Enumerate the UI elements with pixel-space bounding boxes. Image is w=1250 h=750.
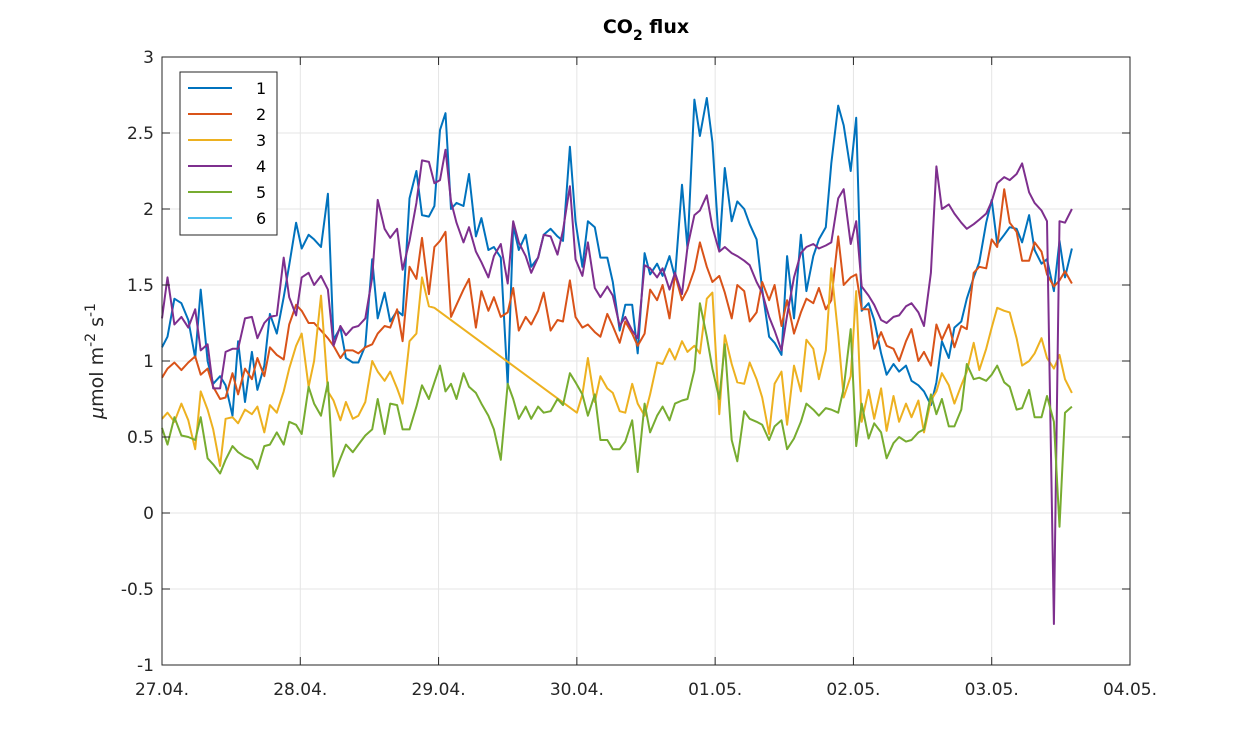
y-axis-label-mu: μ — [86, 407, 108, 420]
legend-label-3: 3 — [256, 131, 266, 150]
y-axis-label: μmol m-2 s-1 — [83, 303, 108, 420]
legend-label-5: 5 — [256, 183, 266, 202]
y-tick-label: 0.5 — [127, 428, 154, 448]
chart-title-main: CO — [603, 16, 633, 38]
y-tick-label: -1 — [137, 656, 154, 676]
x-tick-label: 29.04. — [412, 680, 466, 700]
y-tick-label: 0 — [143, 504, 154, 524]
axis-ticks — [161, 56, 1131, 666]
series-line-2 — [161, 188, 1073, 400]
y-tick-label: 1.5 — [127, 276, 154, 296]
y-tick-label: 2.5 — [127, 124, 154, 144]
series-line-5 — [161, 302, 1073, 528]
x-tick-labels: 27.04. 28.04. 29.04. 30.04. 01.05. 02.05. 03.0… — [135, 680, 1157, 700]
y-tick-labels: 3 2.5 2 1.5 1 0.5 0 -0.5 -1 — [121, 48, 154, 676]
legend-box — [179, 71, 278, 236]
series-lines — [161, 97, 1073, 625]
y-tick-label: 1 — [143, 352, 154, 372]
series-line-4 — [161, 148, 1073, 625]
legend: 1 2 3 4 5 6 — [179, 71, 278, 236]
y-tick-label: 2 — [143, 200, 154, 220]
y-axis-label-unit1: mol m — [86, 347, 108, 407]
x-tick-label: 03.05. — [965, 680, 1019, 700]
series-line-1 — [161, 97, 1073, 417]
legend-label-4: 4 — [256, 157, 266, 176]
y-axis-label-unit2: s — [86, 317, 108, 333]
legend-label-2: 2 — [256, 105, 266, 124]
y-axis-label-exp2: -1 — [83, 303, 99, 317]
x-tick-label: 27.04. — [135, 680, 189, 700]
chart-title-subscript: 2 — [633, 28, 643, 44]
x-tick-label: 04.05. — [1103, 680, 1157, 700]
x-tick-label: 01.05. — [688, 680, 742, 700]
x-tick-label: 30.04. — [550, 680, 604, 700]
y-tick-label: -0.5 — [121, 580, 154, 600]
chart-title: CO2 flux — [603, 16, 689, 44]
x-tick-label: 02.05. — [826, 680, 880, 700]
legend-label-6: 6 — [256, 209, 266, 228]
series-line-3 — [161, 267, 1073, 467]
legend-label-1: 1 — [256, 79, 266, 98]
chart-title-rest: flux — [643, 16, 689, 38]
y-tick-label: 3 — [143, 48, 154, 68]
x-tick-label: 28.04. — [273, 680, 327, 700]
y-axis-label-exp1: -2 — [83, 333, 99, 347]
